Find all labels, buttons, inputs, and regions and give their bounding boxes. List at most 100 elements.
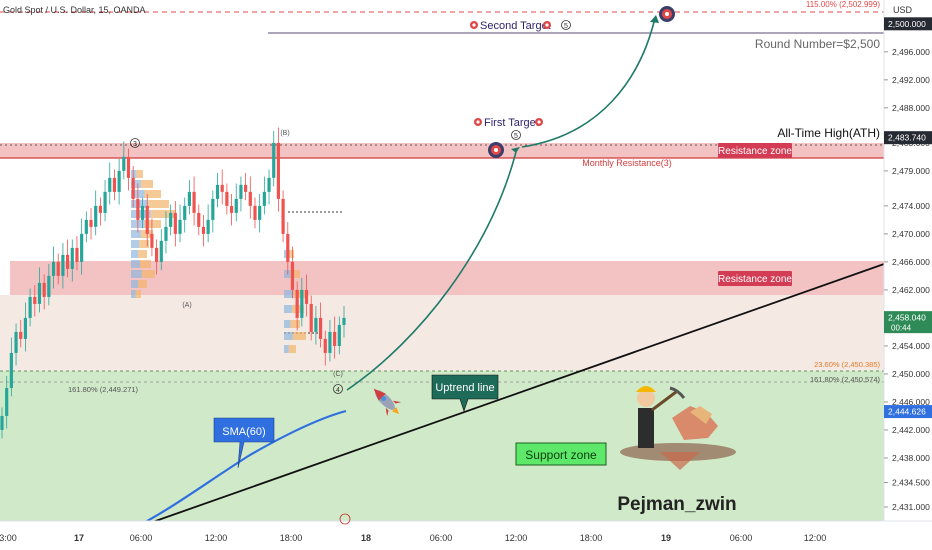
ytick-label: 2,488.000: [892, 103, 930, 113]
price-axis[interactable]: [884, 0, 932, 521]
ytick-label: 2,442.000: [892, 425, 930, 435]
candle-body: [164, 226, 168, 241]
xtick-label: 3:00: [0, 533, 17, 543]
candle-body: [215, 184, 220, 199]
candle-body: [103, 191, 107, 213]
sma-label: SMA(60): [222, 426, 265, 438]
candle-body: [318, 317, 323, 339]
candle-body: [169, 212, 173, 227]
candle-body: [65, 254, 70, 269]
candle-body: [84, 219, 88, 234]
fib-236-label: 23.60% (2,450.385): [814, 360, 880, 369]
candle-body: [309, 303, 313, 332]
candle-body: [178, 219, 182, 234]
volume-bar-sell: [139, 240, 149, 248]
candle-body: [117, 170, 121, 192]
candle-body: [145, 205, 149, 234]
xtick-label: 18:00: [580, 533, 603, 543]
volume-bar-sell: [136, 170, 143, 178]
fib-1618-label-left: 161.80% (2,449.271): [68, 385, 139, 394]
candle-body: [304, 289, 309, 304]
resistance-zone-label-lower: Resistance zone: [718, 274, 792, 285]
price-label-text: 2,483.740: [888, 133, 926, 143]
candle-body: [272, 142, 276, 178]
candle-body: [262, 191, 266, 206]
volume-bar-buy: [131, 180, 141, 188]
candle-body: [140, 205, 145, 220]
candle-body: [98, 205, 102, 213]
candle-body: [187, 191, 191, 206]
event-marker-icon[interactable]: [339, 513, 351, 525]
candle-body: [253, 205, 257, 220]
candle-body: [248, 191, 252, 206]
candle-body: [150, 233, 154, 248]
price-label-badge: [884, 311, 932, 334]
candle-body: [183, 205, 187, 220]
wave-c-label: (C): [333, 371, 343, 378]
candle-body: [192, 191, 196, 213]
volume-bar-buy: [131, 240, 140, 248]
candle-body: [131, 177, 135, 199]
rocket-icon: [373, 388, 402, 417]
volume-bar-buy: [284, 290, 294, 298]
wave-5-circle: [511, 130, 521, 140]
candle-body: [19, 331, 23, 339]
candle-body: [286, 233, 290, 262]
ytick-label: 2,466.000: [892, 257, 930, 267]
time-axis[interactable]: [0, 521, 932, 550]
second-target-label: Second Target: [480, 20, 551, 32]
candle-body: [108, 177, 112, 192]
candle-body: [9, 352, 13, 388]
candle-body: [220, 184, 224, 192]
target-icon-small-2: [543, 21, 551, 29]
uptrend-line-label: Uptrend line: [435, 382, 494, 394]
volume-bar-buy: [284, 270, 291, 278]
candle-body: [211, 198, 215, 220]
volume-bar-sell: [288, 250, 294, 258]
target-icon-small-3: [474, 118, 482, 126]
volume-bar-buy: [131, 280, 139, 288]
range-zone-area: [0, 295, 884, 371]
wave-5-label: 5: [514, 133, 518, 140]
ytick-label: 2,438.000: [892, 453, 930, 463]
arrowhead-2: [650, 15, 659, 23]
ytick-label: 2,492.000: [892, 75, 930, 85]
candle-body: [37, 282, 42, 304]
volume-bar-buy: [284, 305, 292, 313]
volume-bar-sell: [290, 270, 300, 278]
ytick-label: 2,462.000: [892, 285, 930, 295]
candle-body: [197, 212, 201, 227]
wave-4-circle: [333, 384, 343, 394]
volume-bar-sell: [290, 320, 300, 328]
volume-bar-sell: [292, 332, 306, 340]
candle-body: [229, 205, 234, 213]
xtick-label: 18: [361, 533, 371, 543]
volume-bar-sell: [138, 280, 147, 288]
wave-3-label: 3: [133, 141, 137, 148]
candle-body: [244, 184, 248, 192]
volume-bar-sell: [140, 260, 151, 268]
candle-body: [300, 289, 304, 318]
candle-body: [5, 387, 9, 416]
currency-label[interactable]: USD: [893, 5, 913, 15]
xtick-label: 17: [74, 533, 84, 543]
candle-body: [33, 296, 37, 304]
ytick-label: 2,496.000: [892, 47, 930, 57]
target-icon-small-1: [470, 21, 478, 29]
candle-body: [0, 415, 4, 430]
sma-callout: SMA(60): [213, 417, 275, 469]
candle-body: [136, 198, 140, 220]
candle-body: [28, 296, 32, 318]
price-label-text: 2,500.000: [888, 19, 926, 29]
candle-body: [295, 289, 299, 318]
sma-60-line: [133, 409, 347, 529]
price-label-text: 2,444.626: [888, 407, 926, 417]
ytick-label: 2,446.000: [892, 397, 930, 407]
projection-arrow-1: [346, 151, 517, 391]
candle-body: [342, 317, 346, 325]
candle-body: [61, 254, 65, 276]
uptrend-line-callout: Uptrend line: [431, 374, 499, 412]
candle-body: [323, 338, 327, 353]
